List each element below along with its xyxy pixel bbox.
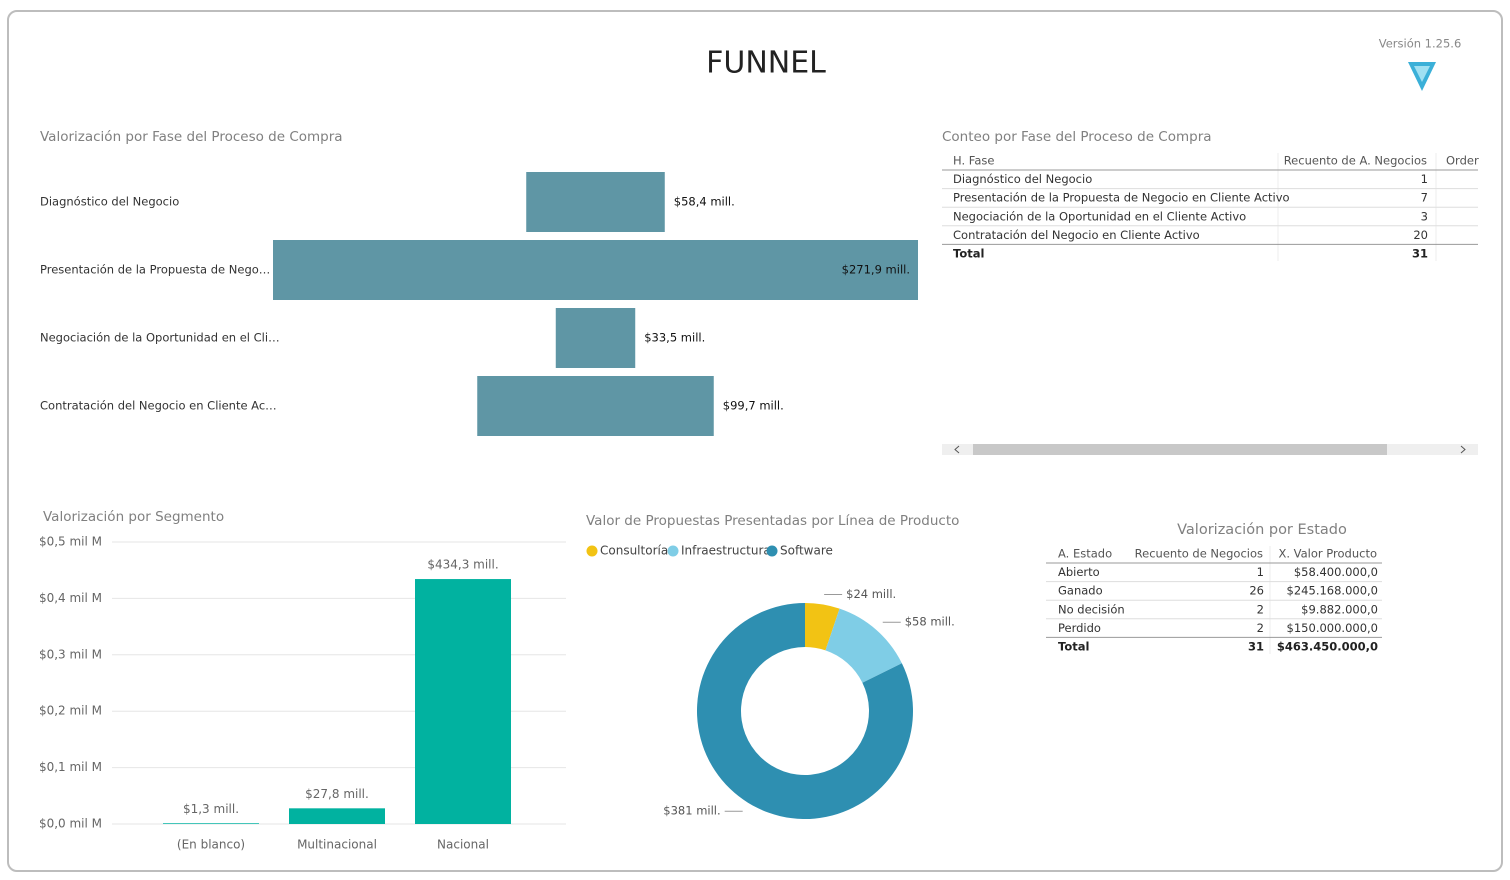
value-label: $381 mill. bbox=[663, 804, 720, 818]
x-tick-label: Nacional bbox=[437, 838, 489, 852]
y-tick-label: $0,1 mil M bbox=[39, 760, 102, 774]
table2-title: Valorización por Estado bbox=[1177, 522, 1347, 538]
cell: $245.168.000,0 bbox=[1287, 584, 1378, 598]
y-tick-label: $0,4 mil M bbox=[39, 591, 102, 605]
bar bbox=[415, 579, 511, 824]
cell: Ganado bbox=[1058, 584, 1103, 598]
legend-label: Infraestructura bbox=[681, 544, 771, 558]
funnel-label: Negociación de la Oportunidad en el Cli… bbox=[40, 331, 280, 345]
value-label: $27,8 mill. bbox=[305, 787, 369, 801]
scroll-thumb[interactable] bbox=[973, 444, 1387, 455]
column-header: A. Estado bbox=[1058, 547, 1112, 561]
value-label: $24 mill. bbox=[846, 587, 896, 601]
bar-title: Valorización por Segmento bbox=[43, 509, 224, 525]
total-cell: 31 bbox=[1412, 247, 1428, 261]
funnel-label: Presentación de la Propuesta de Nego… bbox=[40, 263, 270, 277]
table1-title: Conteo por Fase del Proceso de Compra bbox=[942, 129, 1212, 145]
total-cell: $463.450.000,0 bbox=[1277, 640, 1378, 654]
cell: Diagnóstico del Negocio bbox=[953, 172, 1092, 186]
y-tick-label: $0,5 mil M bbox=[39, 535, 102, 549]
column-header: Order bbox=[1446, 154, 1479, 168]
cell: 20 bbox=[1413, 228, 1428, 242]
cell: 1 bbox=[1257, 565, 1264, 579]
version: Versión 1.25.6 bbox=[1379, 37, 1462, 51]
donut-title: Valor de Propuestas Presentadas por Líne… bbox=[586, 513, 959, 529]
total-cell: 31 bbox=[1248, 640, 1264, 654]
cell: $150.000.000,0 bbox=[1287, 621, 1378, 635]
column-header: X. Valor Producto bbox=[1278, 547, 1377, 561]
funnel-label: Diagnóstico del Negocio bbox=[40, 195, 179, 209]
cell: Perdido bbox=[1058, 621, 1101, 635]
donut-segment bbox=[825, 608, 902, 683]
donut-segment bbox=[697, 603, 914, 819]
cell: 3 bbox=[1421, 209, 1428, 223]
logo-inner bbox=[1414, 66, 1430, 82]
funnel-label: Contratación del Negocio en Cliente Ac… bbox=[40, 399, 277, 413]
y-tick-label: $0,0 mil M bbox=[39, 817, 102, 831]
y-tick-label: $0,2 mil M bbox=[39, 704, 102, 718]
value-label: $33,5 mill. bbox=[644, 331, 705, 345]
cell: 2 bbox=[1257, 602, 1264, 616]
y-tick-label: $0,3 mil M bbox=[39, 647, 102, 661]
legend-label: Consultoría bbox=[600, 544, 668, 558]
cell: Contratación del Negocio en Cliente Acti… bbox=[953, 228, 1200, 242]
total-cell: Total bbox=[953, 247, 984, 261]
cell: 2 bbox=[1257, 621, 1264, 635]
x-tick-label: Multinacional bbox=[297, 838, 377, 852]
funnel-bar bbox=[273, 240, 918, 300]
cell: $58.400.000,0 bbox=[1294, 565, 1378, 579]
cell: No decisión bbox=[1058, 602, 1125, 616]
funnel-bar bbox=[477, 376, 714, 436]
x-tick-label: (En blanco) bbox=[177, 838, 245, 852]
funnel-title: Valorización por Fase del Proceso de Com… bbox=[40, 129, 343, 145]
cell: 26 bbox=[1249, 584, 1264, 598]
legend-swatch bbox=[667, 545, 679, 557]
page-title: FUNNEL bbox=[706, 46, 826, 81]
funnel-bar bbox=[555, 308, 636, 368]
value-label: $434,3 mill. bbox=[427, 558, 498, 572]
column-header: Recuento de A. Negocios bbox=[1284, 154, 1427, 168]
funnel-bar bbox=[526, 172, 665, 232]
scroll-right[interactable] bbox=[1460, 445, 1466, 454]
cell: $9.882.000,0 bbox=[1301, 602, 1378, 616]
cell: Abierto bbox=[1058, 565, 1100, 579]
donut-segment bbox=[805, 603, 840, 651]
bar bbox=[163, 823, 259, 824]
bar bbox=[289, 808, 385, 824]
value-label: $1,3 mill. bbox=[183, 802, 239, 816]
total-cell: Total bbox=[1058, 640, 1089, 654]
column-header: Recuento de Negocios bbox=[1135, 547, 1263, 561]
column-header: H. Fase bbox=[953, 154, 994, 168]
cell: 7 bbox=[1421, 191, 1428, 205]
legend-label: Software bbox=[780, 544, 833, 558]
value-label: $99,7 mill. bbox=[723, 399, 784, 413]
scroll-left[interactable] bbox=[954, 445, 960, 454]
cell: 1 bbox=[1421, 172, 1428, 186]
value-label: $58 mill. bbox=[905, 615, 955, 629]
legend-swatch bbox=[586, 545, 598, 557]
legend-swatch bbox=[766, 545, 778, 557]
value-label: $58,4 mill. bbox=[674, 195, 735, 209]
value-label: $271,9 mill. bbox=[842, 263, 910, 277]
cell: Negociación de la Oportunidad en el Clie… bbox=[953, 209, 1246, 223]
cell: Presentación de la Propuesta de Negocio … bbox=[953, 191, 1290, 205]
